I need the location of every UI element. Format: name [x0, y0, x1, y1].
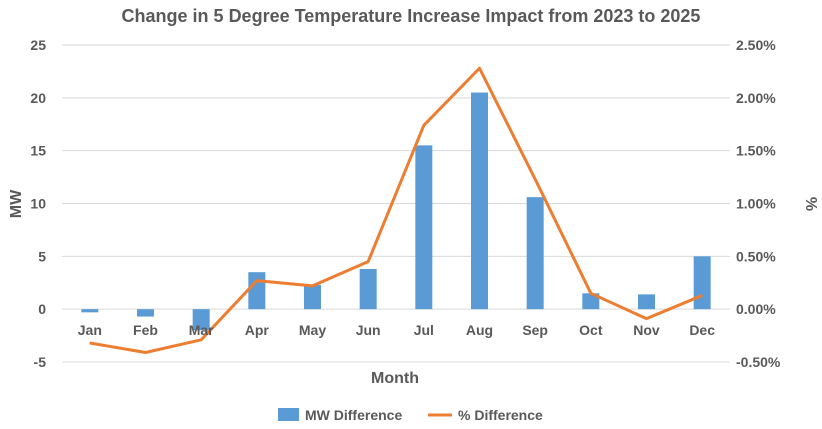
y-axis-title: MW — [8, 189, 25, 218]
y2-tick-label: 0.50% — [736, 248, 776, 264]
legend: MW Difference % Difference — [278, 407, 543, 423]
x-tick-label: Feb — [133, 322, 158, 338]
bar-jul — [415, 145, 433, 310]
line-point-jun — [367, 261, 369, 263]
legend-label-mw-difference: MW Difference — [305, 407, 402, 423]
bar-sep — [526, 197, 544, 310]
y2-tick-label: 0.00% — [736, 301, 776, 317]
y-tick-label: 15 — [30, 143, 46, 159]
bar-oct — [582, 293, 600, 310]
y-axis-ticks: -5 0 5 10 15 20 25 — [30, 37, 46, 370]
x-axis-title: Month — [371, 370, 419, 387]
chart-title: Change in 5 Degree Temperature Increase … — [122, 6, 701, 26]
y-tick-label: 0 — [38, 301, 46, 317]
bar-nov — [638, 294, 655, 310]
bar-series — [81, 92, 711, 331]
y2-tick-label: 1.00% — [736, 196, 776, 212]
y2-tick-label: -0.50% — [736, 354, 781, 370]
line-point-apr — [256, 280, 258, 282]
line-point-mar — [200, 339, 202, 341]
bar-aug — [471, 92, 488, 310]
x-tick-label: Apr — [245, 322, 270, 338]
legend-label-pct-difference: % Difference — [458, 407, 543, 423]
y2-axis-ticks: -0.50% 0.00% 0.50% 1.00% 1.50% 2.00% 2.50% — [736, 37, 781, 370]
line-point-jan — [89, 342, 91, 344]
x-tick-label: Jun — [356, 322, 381, 338]
pct-difference-line — [89, 66, 703, 354]
bar-may — [304, 284, 321, 310]
line-point-aug — [479, 67, 480, 69]
y2-tick-label: 2.50% — [736, 37, 776, 53]
x-tick-label: May — [299, 322, 326, 338]
x-tick-label: Sep — [522, 322, 548, 338]
bar-apr — [248, 272, 266, 310]
bar-mar — [192, 309, 210, 331]
y2-axis-title: % — [802, 197, 819, 211]
y2-tick-label: 2.00% — [736, 90, 776, 106]
line-series — [89, 66, 703, 354]
line-point-dec — [701, 294, 703, 296]
line-point-oct — [590, 292, 592, 294]
line-point-jul — [423, 124, 425, 126]
gridlines — [62, 44, 730, 363]
line-point-may — [312, 285, 313, 287]
y-tick-label: 20 — [30, 90, 46, 106]
legend-swatch-mw-difference — [278, 408, 299, 421]
x-tick-label: Oct — [579, 322, 603, 338]
x-tick-label: Jan — [78, 322, 102, 338]
x-tick-label: Jul — [414, 322, 434, 338]
line-point-nov — [646, 318, 647, 320]
x-tick-label: Nov — [633, 322, 660, 338]
bar-jun — [359, 269, 377, 310]
bar-dec — [693, 256, 711, 310]
bar-feb — [137, 309, 154, 317]
y2-tick-label: 1.50% — [736, 143, 776, 159]
x-tick-label: Aug — [466, 322, 493, 338]
bar-jan — [81, 309, 99, 313]
y-tick-label: 5 — [38, 248, 46, 264]
line-point-feb — [145, 351, 146, 353]
x-axis-ticks: Jan Feb Mar Apr May Jun Jul Aug Sep Oct Nov Dec — [78, 322, 715, 338]
y-tick-label: 25 — [30, 37, 46, 53]
y-tick-label: -5 — [34, 354, 47, 370]
x-tick-label: Mar — [189, 322, 214, 338]
line-point-sep — [534, 178, 536, 180]
x-tick-label: Dec — [689, 322, 715, 338]
y-tick-label: 10 — [30, 196, 46, 212]
